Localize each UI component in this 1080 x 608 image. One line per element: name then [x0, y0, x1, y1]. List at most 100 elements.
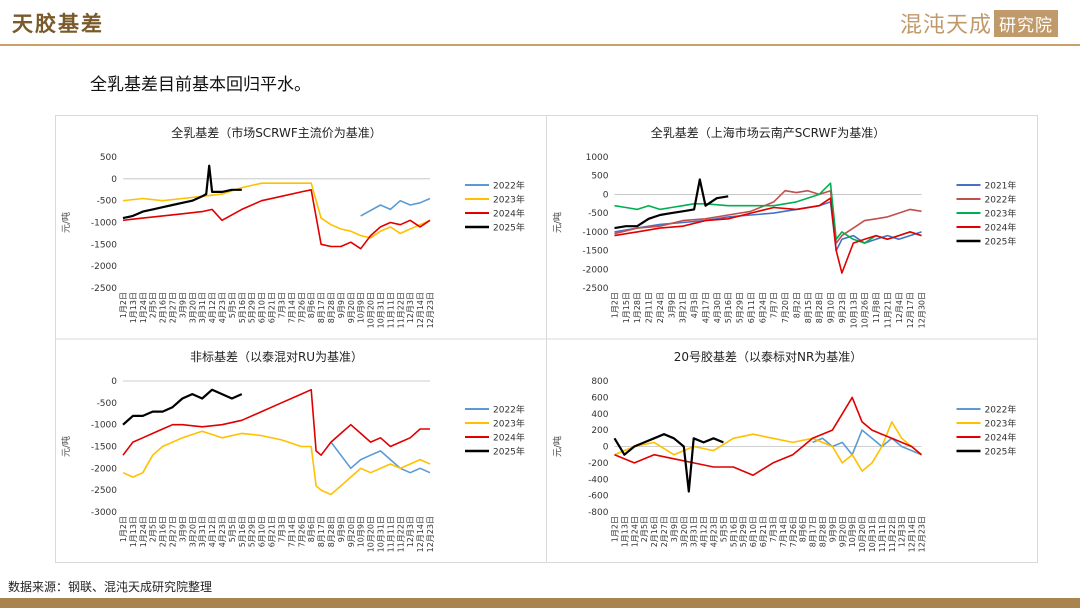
header: 天胶基差 混沌天成 研究院 — [0, 0, 1080, 46]
legend-label: 2024年 — [493, 432, 525, 444]
y-tick-label: -1500 — [582, 247, 608, 257]
x-tick-label: 1月13日 — [129, 516, 138, 547]
legend-label: 2023年 — [985, 418, 1017, 430]
x-tick-label: 11月22日 — [396, 516, 405, 552]
x-tick-label: 2月5日 — [149, 516, 158, 542]
legend-label: 2025年 — [493, 222, 525, 234]
y-tick-label: -2500 — [91, 284, 117, 294]
x-tick-label: 9月20日 — [347, 516, 356, 547]
x-tick-label: 8月28日 — [327, 292, 336, 323]
x-tick-label: 12月3日 — [406, 516, 415, 547]
x-tick-label: 10月31日 — [868, 516, 877, 552]
y-axis-label: 元/吨 — [60, 436, 72, 457]
x-tick-label: 2月5日 — [640, 516, 649, 542]
chart-title: 全乳基差（市场SCRWF主流价为基准） — [171, 125, 382, 140]
x-tick-label: 2月11日 — [645, 292, 654, 323]
x-tick-label: 12月17日 — [906, 292, 915, 328]
x-tick-label: 8月17日 — [317, 516, 326, 547]
x-tick-label: 4月23日 — [710, 516, 719, 547]
x-tick-label: 4月3日 — [690, 292, 699, 318]
header-divider — [0, 44, 1080, 46]
series-line-2024年 — [614, 197, 922, 274]
y-tick-label: -2500 — [91, 486, 117, 496]
x-tick-label: 4月23日 — [218, 516, 227, 547]
series-line-2025年 — [122, 388, 243, 426]
x-tick-label: 5月16日 — [238, 516, 247, 547]
x-tick-label: 11月22日 — [888, 516, 897, 552]
y-tick-label: -500 — [97, 197, 118, 207]
logo-text: 混沌天成 — [899, 13, 992, 38]
x-tick-label: 4月23日 — [218, 292, 227, 323]
x-tick-label: 9月23日 — [838, 292, 847, 323]
y-tick-label: -2000 — [91, 262, 117, 272]
x-tick-label: 10月26日 — [861, 292, 870, 328]
series-line-2024年 — [614, 396, 923, 476]
chart-title: 非标基差（以泰混对RU为基准） — [190, 350, 363, 364]
legend-label: 2022年 — [985, 194, 1017, 206]
x-tick-label: 2月24日 — [656, 292, 665, 323]
legend-label: 2025年 — [985, 446, 1017, 458]
x-tick-label: 9月10日 — [827, 292, 836, 323]
x-tick-label: 3月20日 — [188, 292, 197, 323]
x-tick-label: 2月16日 — [159, 292, 168, 323]
slide-subtitle: 全乳基差目前基本回归平水。 — [90, 75, 311, 95]
series-line-2023年 — [122, 430, 431, 496]
x-tick-label: 9月9日 — [828, 516, 837, 542]
x-tick-label: 8月17日 — [809, 516, 818, 547]
x-tick-label: 1月13日 — [620, 516, 629, 547]
x-tick-label: 2月27日 — [169, 292, 178, 323]
series-line-2023年 — [122, 182, 431, 239]
x-tick-label: 5月16日 — [729, 516, 738, 547]
y-tick-label: -800 — [588, 508, 609, 518]
y-tick-label: 200 — [591, 426, 608, 436]
y-tick-label: -1500 — [91, 240, 117, 250]
x-tick-label: 6月11日 — [747, 292, 756, 323]
chart-title: 20号胶基差（以泰标对NR为基准） — [674, 349, 863, 364]
x-tick-label: 6月24日 — [758, 292, 767, 323]
x-tick-label: 8月6日 — [307, 516, 316, 542]
y-axis-label: 元/吨 — [552, 436, 564, 457]
x-tick-label: 12月14日 — [416, 292, 425, 328]
x-tick-label: 9月20日 — [838, 516, 847, 547]
x-tick-label: 7月14日 — [287, 292, 296, 323]
x-tick-label: 9月9日 — [337, 292, 346, 318]
x-tick-label: 3月9日 — [667, 292, 676, 318]
y-tick-label: 400 — [591, 410, 608, 420]
logo-box: 研究院 — [994, 9, 1058, 37]
x-tick-label: 6月21日 — [268, 516, 277, 547]
x-tick-label: 3月31日 — [198, 292, 207, 323]
x-tick-label: 4月12日 — [208, 292, 217, 323]
x-tick-label: 12月14日 — [908, 516, 917, 552]
y-tick-label: 600 — [591, 393, 608, 403]
series-line-2024年 — [122, 388, 430, 456]
legend-label: 2024年 — [493, 208, 525, 220]
series-line-2022年 — [360, 197, 431, 217]
x-tick-label: 3月9日 — [178, 292, 187, 318]
x-tick-label: 1月2日 — [119, 516, 128, 542]
x-tick-label: 10月20日 — [367, 516, 376, 552]
x-tick-label: 1月2日 — [611, 516, 620, 542]
x-tick-label: 8月15日 — [804, 292, 813, 323]
x-tick-label: 1月2日 — [119, 292, 128, 318]
y-tick-label: -1000 — [582, 228, 608, 238]
x-tick-label: 10月9日 — [357, 516, 366, 547]
legend-label: 2022年 — [493, 404, 525, 416]
y-tick-label: 0 — [603, 190, 609, 200]
x-tick-label: 11月21日 — [883, 292, 892, 328]
y-tick-label: 500 — [591, 172, 608, 182]
y-tick-label: -400 — [588, 475, 609, 485]
x-tick-label: 12月23日 — [426, 516, 435, 552]
series-line-2022年 — [614, 189, 922, 244]
y-tick-label: 500 — [100, 153, 117, 163]
y-tick-label: -600 — [588, 492, 609, 502]
legend-label: 2022年 — [985, 404, 1017, 416]
x-tick-label: 8月28日 — [815, 292, 824, 323]
x-tick-label: 1月2日 — [611, 292, 620, 318]
x-tick-label: 10月31日 — [376, 516, 385, 552]
legend-label: 2024年 — [985, 432, 1017, 444]
x-tick-label: 5月5日 — [228, 292, 237, 318]
chart-panel-4: 20号胶基差（以泰标对NR为基准） 元/吨 800 600 400 200 0 -200 -40… — [552, 349, 1017, 552]
x-tick-label: 1月28日 — [633, 292, 642, 323]
x-tick-label: 3月9日 — [178, 516, 187, 542]
x-tick-label: 10月20日 — [858, 516, 867, 552]
